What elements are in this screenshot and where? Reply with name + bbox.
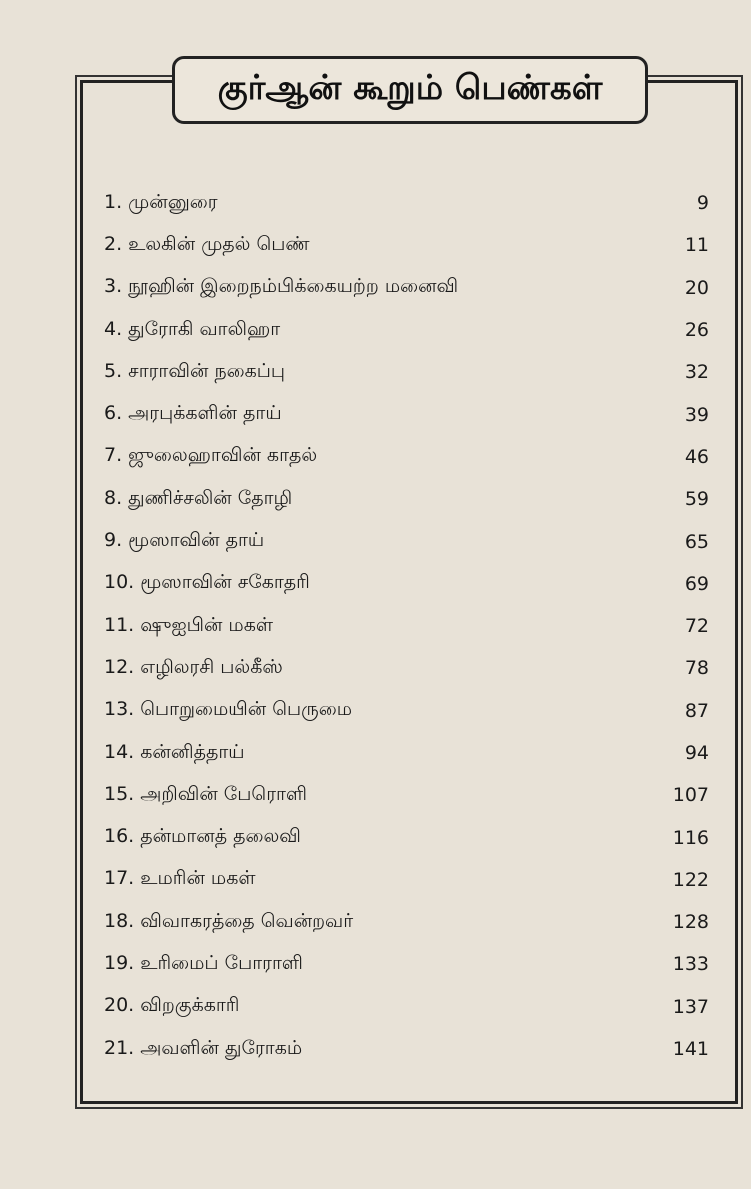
toc-entry-title: 2. உலகின் முதல் பெண் xyxy=(104,232,310,255)
toc-entry-page: 107 xyxy=(672,784,709,807)
toc-entry-page: 141 xyxy=(672,1038,709,1061)
toc-entry: 16. தன்மானத் தலைவி 116 xyxy=(104,816,709,858)
toc-entry: 5. சாராவின் நகைப்பு 32 xyxy=(104,351,709,393)
toc-entry-title: 7. ஜுலைஹாவின் காதல் xyxy=(104,444,318,467)
toc-entry-page: 59 xyxy=(684,488,709,511)
toc-entry: 19. உரிமைப் போராளி 133 xyxy=(104,943,709,985)
toc-entry-title: 11. ஷுஐபின் மகள் xyxy=(104,613,274,636)
toc-entry-page: 116 xyxy=(672,826,709,849)
toc-entry: 1. முன்னுரை 9 xyxy=(104,182,709,224)
toc-entry: 21. அவளின் துரோகம் 141 xyxy=(104,1028,709,1070)
toc-entry-title: 9. மூஸாவின் தாய் xyxy=(104,529,265,552)
toc-entry-page: 46 xyxy=(684,445,709,468)
toc-entry-page: 94 xyxy=(684,742,709,764)
toc-entry-title: 19. உரிமைப் போராளி xyxy=(104,951,303,974)
toc-entry-title: 17. உமரின் மகள் xyxy=(104,867,256,890)
toc-entry-page: 65 xyxy=(684,530,709,553)
toc-entry: 18. விவாகரத்தை வென்றவர் 128 xyxy=(104,901,709,943)
toc-entry-page: 137 xyxy=(672,995,709,1018)
toc-entry-title: 14. கன்னித்தாய் xyxy=(104,740,245,763)
toc-entry: 20. விறகுக்காரி 137 xyxy=(104,986,709,1028)
toc-entry: 7. ஜுலைஹாவின் காதல் 46 xyxy=(104,436,709,478)
toc-entry-title: 5. சாராவின் நகைப்பு xyxy=(104,359,286,382)
toc-entry: 10. மூஸாவின் சகோதரி 69 xyxy=(104,563,709,605)
page-title: குர்ஆன் கூறும் பெண்கள் xyxy=(172,56,648,124)
toc-entry-title: 3. நூஹின் இறைநம்பிக்கையற்ற மனைவி xyxy=(104,275,459,298)
toc-entry: 15. அறிவின் பேரொளி 107 xyxy=(104,774,709,816)
toc-entry-title: 16. தன்மானத் தலைவி xyxy=(104,825,301,848)
toc-entry: 9. மூஸாவின் தாய் 65 xyxy=(104,520,709,562)
toc-entry-title: 13. பொறுமையின் பெருமை xyxy=(104,698,353,721)
toc-entry-title: 18. விவாகரத்தை வென்றவர் xyxy=(104,909,354,932)
toc-entry-title: 6. அரபுக்களின் தாய் xyxy=(104,402,282,425)
toc-entry-page: 11 xyxy=(684,234,709,257)
toc-entry: 2. உலகின் முதல் பெண் 11 xyxy=(104,224,709,266)
toc-entry-page: 78 xyxy=(684,657,709,680)
toc-entry: 3. நூஹின் இறைநம்பிக்கையற்ற மனைவி 20 xyxy=(104,267,709,309)
toc-entry: 13. பொறுமையின் பெருமை 87 xyxy=(104,690,709,732)
toc-entry-page: 9 xyxy=(696,192,709,215)
toc-entry: 8. துணிச்சலின் தோழி 59 xyxy=(104,478,709,520)
toc-entry-title: 21. அவளின் துரோகம் xyxy=(104,1036,303,1059)
toc-entry-title: 20. விறகுக்காரி xyxy=(104,994,240,1017)
toc-entry-title: 15. அறிவின் பேரொளி xyxy=(104,782,307,805)
toc-entry-page: 128 xyxy=(672,911,709,934)
toc-entry-page: 122 xyxy=(672,868,709,891)
toc-entry: 17. உமரின் மகள் 122 xyxy=(104,859,709,901)
toc-entry-page: 72 xyxy=(684,615,709,638)
toc-entry-page: 39 xyxy=(684,403,709,426)
toc-entry-page: 69 xyxy=(684,572,709,595)
table-of-contents: 1. முன்னுரை 9 2. உலகின் முதல் பெண் 11 3. நூஹ… xyxy=(104,182,709,1070)
toc-entry-page: 87 xyxy=(684,699,709,722)
toc-entry-page: 133 xyxy=(672,953,709,976)
toc-entry-page: 20 xyxy=(684,276,709,299)
toc-entry-title: 1. முன்னுரை xyxy=(104,190,218,213)
toc-entry: 11. ஷுஐபின் மகள் 72 xyxy=(104,605,709,647)
toc-entry-page: 26 xyxy=(684,319,709,342)
toc-entry-page: 32 xyxy=(684,361,709,384)
toc-entry-title: 12. எழிலரசி பல்கீஸ் xyxy=(104,655,283,678)
toc-entry-title: 8. துணிச்சலின் தோழி xyxy=(104,486,293,509)
toc-entry: 6. அரபுக்களின் தாய் 39 xyxy=(104,393,709,435)
toc-entry: 12. எழிலரசி பல்கீஸ் 78 xyxy=(104,647,709,689)
toc-entry: 14. கன்னித்தாய் 94 xyxy=(104,732,709,774)
toc-entry: 4. துரோகி வாலிஹா 26 xyxy=(104,309,709,351)
toc-entry-title: 10. மூஸாவின் சகோதரி xyxy=(104,571,310,594)
toc-entry-title: 4. துரோகி வாலிஹா xyxy=(104,317,281,340)
